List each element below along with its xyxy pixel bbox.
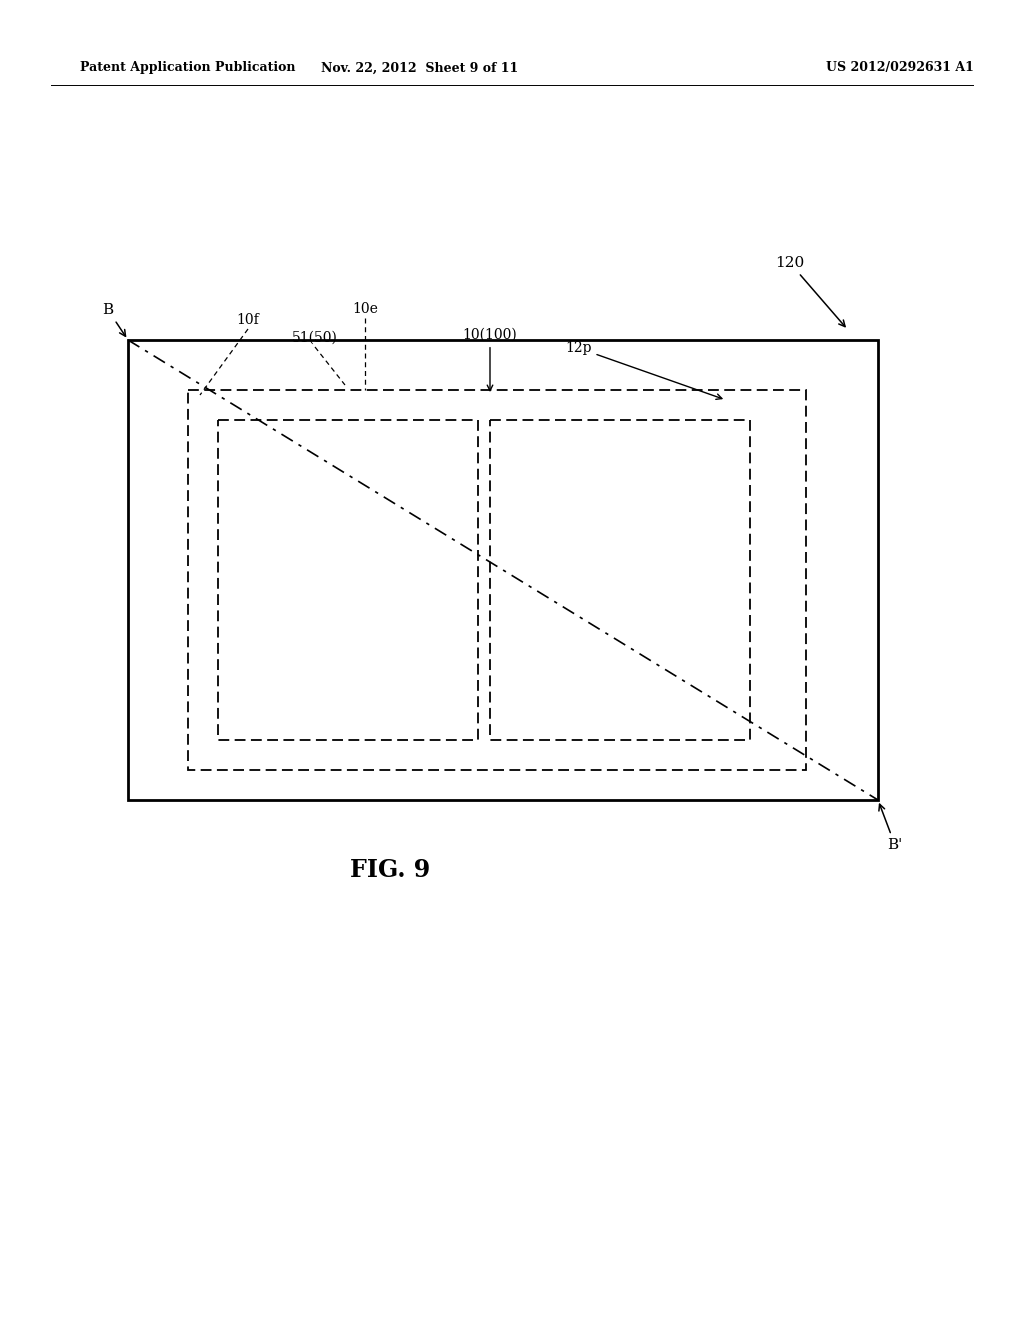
Bar [188, 389, 806, 770]
Bar [490, 420, 750, 741]
Bar [128, 341, 878, 800]
Text: FIG. 9: FIG. 9 [350, 858, 430, 882]
Text: 12p: 12p [565, 341, 722, 400]
Text: B: B [102, 304, 126, 337]
Text: Patent Application Publication: Patent Application Publication [80, 62, 296, 74]
Text: 10e: 10e [352, 302, 378, 315]
Text: 120: 120 [775, 256, 845, 326]
Text: Nov. 22, 2012  Sheet 9 of 11: Nov. 22, 2012 Sheet 9 of 11 [322, 62, 518, 74]
Text: 10f: 10f [237, 313, 259, 327]
Text: 51(50): 51(50) [292, 331, 338, 345]
Text: 10(100): 10(100) [463, 327, 517, 391]
Bar [218, 420, 478, 741]
Text: B': B' [879, 804, 902, 851]
Text: US 2012/0292631 A1: US 2012/0292631 A1 [826, 62, 974, 74]
